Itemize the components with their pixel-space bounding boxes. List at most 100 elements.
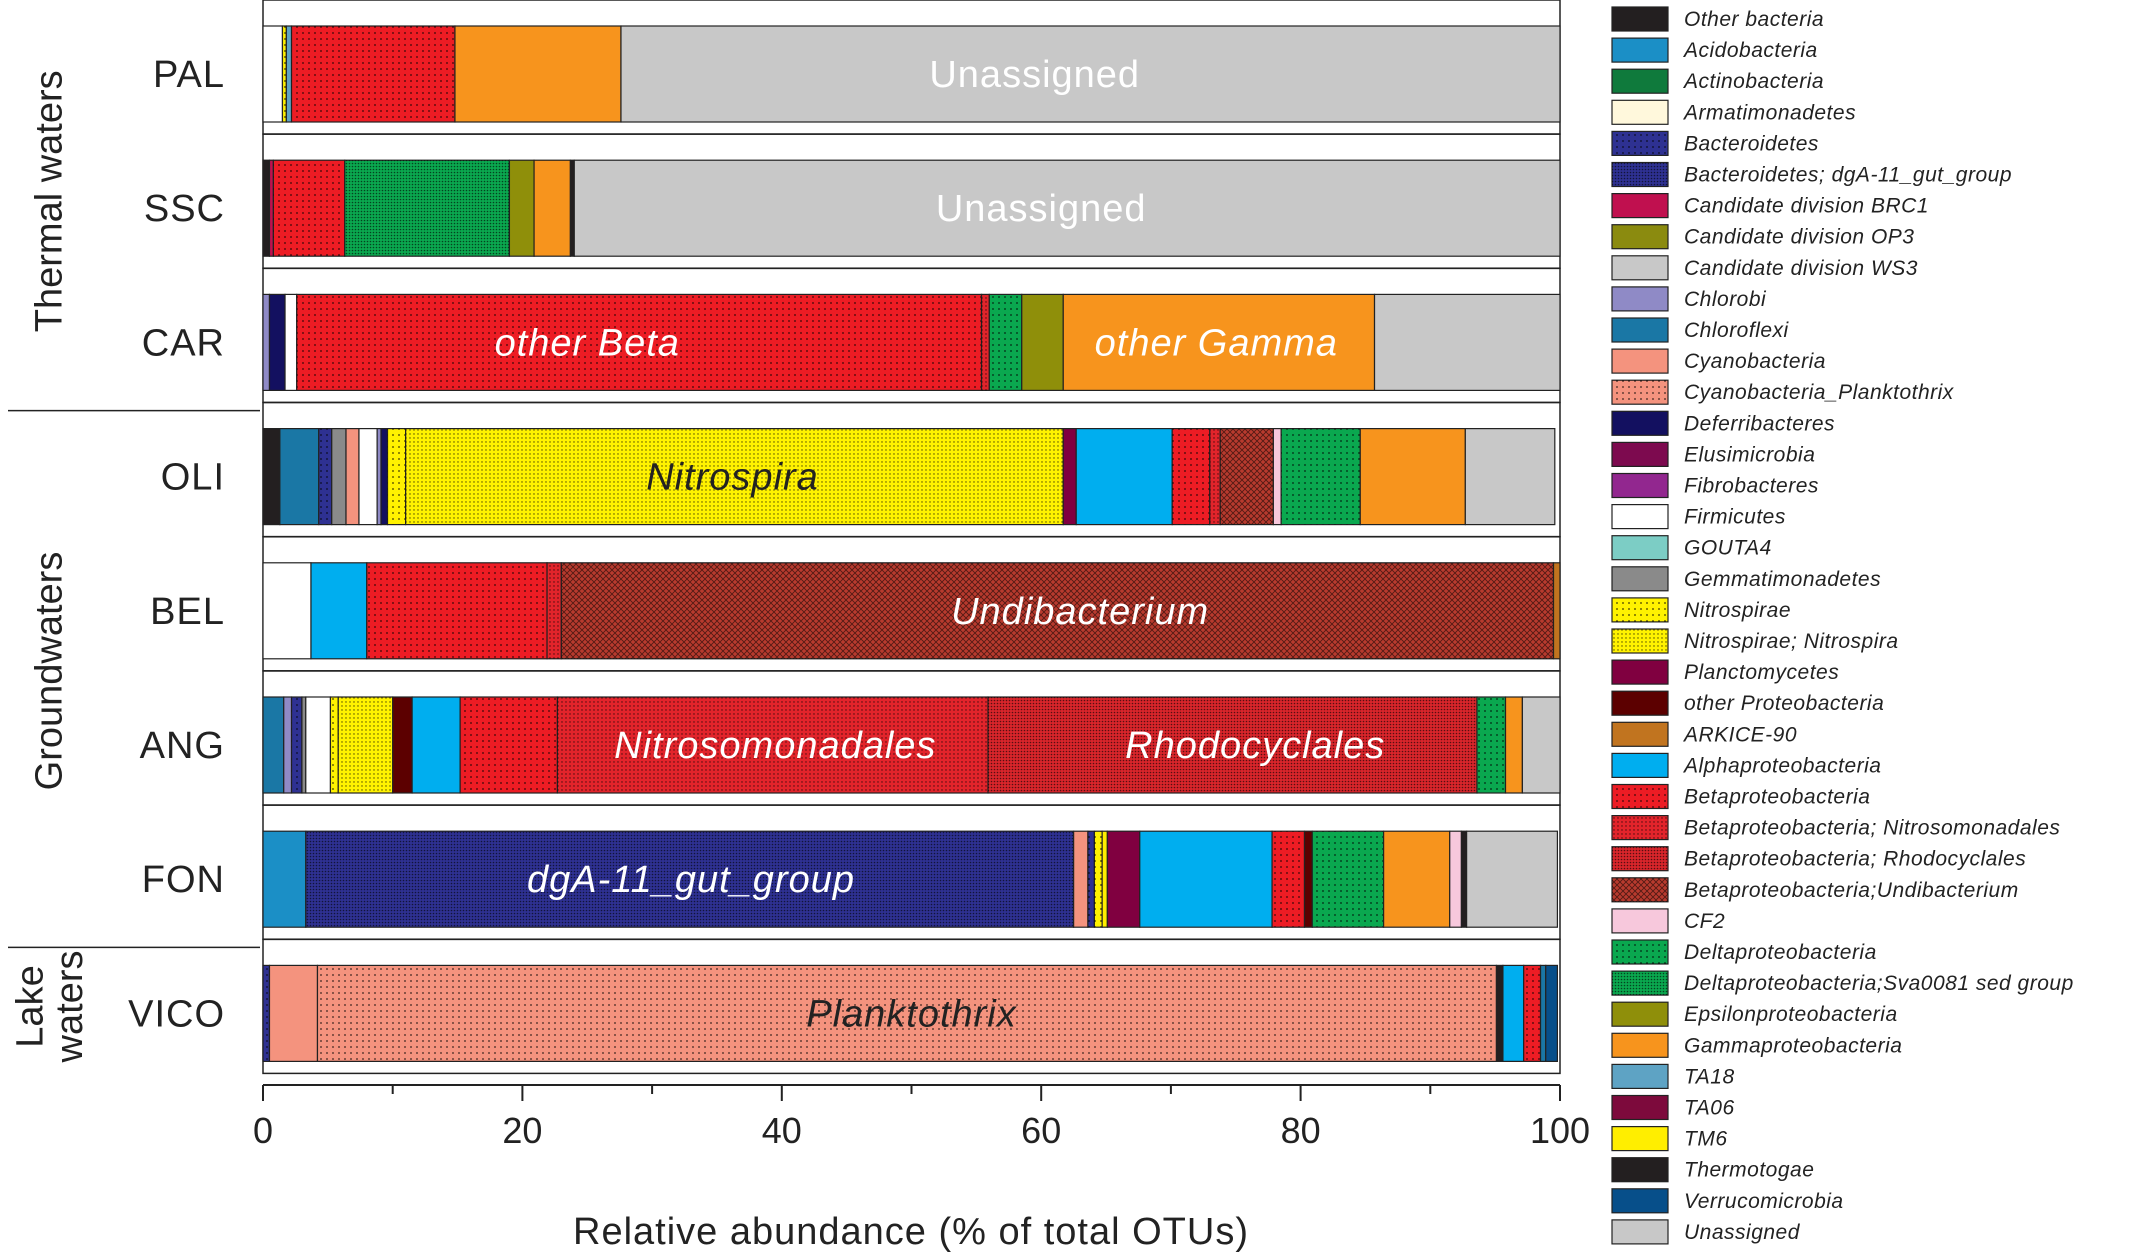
legend-swatch-actinobacteria	[1611, 68, 1669, 94]
group-label-line-waters: waters	[49, 951, 91, 1064]
legend-swatch-armatimonadetes	[1611, 99, 1669, 125]
legend-label-ta06: TA06	[1684, 1097, 1735, 1120]
bar-texture-ang-betaproteobacteria-nitrosomonadales	[557, 697, 989, 793]
bar-fon-cyanobacteria	[1073, 830, 1089, 928]
bar-bel-alphaproteobacteria	[310, 562, 368, 660]
legend-label-gammaproteobacteria: Gammaproteobacteria	[1684, 1034, 1902, 1057]
legend-swatch-texture-bacteroidetes-dga-11-gut-group	[1612, 162, 1668, 187]
legend-swatch-epsilonproteobacteria	[1611, 1001, 1669, 1027]
bar-pal-ta18	[285, 25, 293, 123]
bar-vico-other-bacteria	[1495, 964, 1504, 1063]
bar-car-chlorobi	[262, 293, 271, 391]
legend-swatch-chlorobi	[1611, 286, 1669, 312]
bar-texture-ang-nitrospirae-nitrospira	[338, 697, 393, 793]
legend-label-verrucomicrobia: Verrucomicrobia	[1684, 1190, 1844, 1213]
legend-swatch-gemmatimonadetes	[1611, 566, 1669, 592]
annotation-unassigned: Unassigned	[929, 54, 1140, 96]
bar-texture-pal-nitrospirae	[282, 26, 287, 122]
legend-swatch-texture-nitrospirae	[1612, 597, 1668, 622]
bar-bel-firmicutes	[262, 562, 312, 660]
bar-segments	[262, 25, 1561, 1063]
legend-label-bacteroidetes: Bacteroidetes	[1684, 132, 1819, 155]
legend-swatch-thermotogae	[1611, 1157, 1669, 1183]
bar-ssc-gammaproteobacteria	[533, 159, 571, 257]
bar-texture-ang-deltaproteobacteria	[1476, 697, 1506, 793]
legend-swatch-texture-deltaproteobacteria	[1612, 940, 1668, 964]
legend-swatch-texture-betaproteobacteria-undibacterium	[1612, 877, 1668, 902]
bar-oli-planctomycetes	[1062, 428, 1077, 526]
bar-texture-oli-bacteroidetes	[318, 428, 332, 525]
legend-swatch-texture-betaproteobacteria	[1612, 784, 1668, 809]
legend-label-betaproteobacteria-rhodocyclales: Betaproteobacteria; Rhodocyclales	[1684, 848, 2026, 871]
legend-label-deltaproteobacteria-sva0081-sed-group: Deltaproteobacteria;Sva0081 sed group	[1684, 972, 2074, 995]
bar-texture-ang-betaproteobacteria	[460, 697, 558, 793]
bar-car-unassigned	[1373, 293, 1561, 391]
annotation-other-gamma: other Gamma	[1095, 322, 1338, 364]
legend-label-betaproteobacteria-undibacterium: Betaproteobacteria;Undibacterium	[1684, 879, 2019, 902]
bar-texture-ssc-betaproteobacteria	[273, 160, 345, 257]
bar-oli-alphaproteobacteria	[1075, 428, 1173, 526]
bar-ang-firmicutes	[305, 696, 332, 794]
legend-swatch-tm6	[1611, 1125, 1669, 1152]
legend-swatch-acidobacteria	[1611, 37, 1669, 63]
category-label-car: CAR	[142, 322, 225, 364]
legend: Other bacteria Acidobacteria Actinobacteri…	[1611, 6, 2074, 1245]
bar-fon-acidobacteria	[262, 830, 307, 928]
bar-ang-other-proteobacteria	[392, 696, 413, 794]
group-label-line-lake: Lake	[9, 965, 51, 1047]
legend-label-alphaproteobacteria: Alphaproteobacteria	[1682, 754, 1881, 777]
legend-swatch-cyanobacteria	[1611, 348, 1669, 374]
group-label-groundwaters: Groundwaters	[28, 552, 70, 791]
category-labels: PAL SSC CAR OLI BEL ANG FON VICO	[128, 54, 225, 1035]
category-label-fon: FON	[142, 859, 225, 901]
bar-fon-unassigned	[1466, 830, 1559, 928]
bar-texture-ssc-deltaproteobacteria-sva0081-sed-group	[344, 160, 510, 257]
legend-label-armatimonadetes: Armatimonadetes	[1682, 101, 1856, 124]
legend-swatch-candidate-division-brc1	[1611, 193, 1669, 219]
bar-texture-bel-betaproteobacteria-nitrosomonadales	[547, 562, 562, 659]
legend-label-deltaproteobacteria: Deltaproteobacteria	[1684, 941, 1877, 964]
bar-texture-pal-betaproteobacteria	[291, 26, 455, 122]
bar-fon-tm6	[1101, 830, 1108, 928]
legend-swatch-verrucomicrobia	[1611, 1188, 1669, 1214]
legend-swatch-candidate-division-ws3	[1611, 255, 1669, 281]
bar-vico-verrucomicrobia	[1545, 964, 1559, 1063]
bar-bel-arkice-90	[1552, 562, 1561, 660]
bar-oli-cf2	[1272, 428, 1282, 526]
legend-label-actinobacteria: Actinobacteria	[1682, 70, 1824, 93]
bar-fon-other-proteobacteria	[1303, 830, 1313, 928]
bar-texture-fon-bacteroidetes	[1087, 831, 1095, 928]
annotation-nitrosomonadales: Nitrosomonadales	[614, 725, 936, 767]
legend-swatch-planctomycetes	[1611, 659, 1669, 685]
bar-fon-other-bacteria	[1460, 830, 1468, 928]
legend-label-arkice-90: ARKICE-90	[1682, 723, 1797, 746]
legend-swatch-texture-deltaproteobacteria-sva0081-sed-group	[1612, 971, 1668, 996]
legend-label-cyanobacteria-planktothrix: Cyanobacteria_Planktothrix	[1684, 381, 1955, 404]
legend-swatch-chloroflexi	[1611, 317, 1669, 343]
bar-texture-fon-betaproteobacteria	[1272, 831, 1305, 928]
legend-label-planctomycetes: Planctomycetes	[1684, 661, 1839, 684]
category-label-ang: ANG	[140, 725, 225, 767]
bar-texture-oli-deltaproteobacteria	[1281, 428, 1361, 525]
legend-swatch-candidate-division-op3	[1611, 224, 1669, 250]
annotation-unassigned: Unassigned	[936, 188, 1147, 230]
legend-swatch-texture-bacteroidetes	[1612, 131, 1668, 156]
bar-texture-vico-cyanobacteria-planktothrix	[317, 965, 1497, 1062]
group-separators	[8, 409, 260, 949]
x-tick-label-100: 100	[1530, 1110, 1590, 1151]
bar-texture-ang-betaproteobacteria-rhodocyclales	[988, 697, 1477, 793]
x-tick-label-80: 80	[1281, 1110, 1321, 1151]
legend-swatch-texture-betaproteobacteria-rhodocyclales	[1612, 846, 1668, 871]
bar-ang-gammaproteobacteria	[1504, 696, 1523, 794]
annotation-planktothrix: Planktothrix	[806, 993, 1018, 1035]
bar-vico-chloroflexi	[1539, 964, 1547, 1063]
legend-label-epsilonproteobacteria: Epsilonproteobacteria	[1684, 1003, 1898, 1026]
group-label-thermal-waters: Thermal waters	[28, 70, 70, 332]
bar-texture-fon-nitrospirae	[1094, 831, 1103, 928]
bar-ang-chlorobi	[283, 696, 293, 794]
bar-texture-fon-deltaproteobacteria	[1312, 831, 1384, 928]
bar-pal-unassigned	[620, 25, 1561, 123]
legend-label-fibrobacteres: Fibrobacteres	[1684, 475, 1819, 498]
bar-texture-oli-nitrospirae-nitrospira	[405, 428, 1064, 525]
